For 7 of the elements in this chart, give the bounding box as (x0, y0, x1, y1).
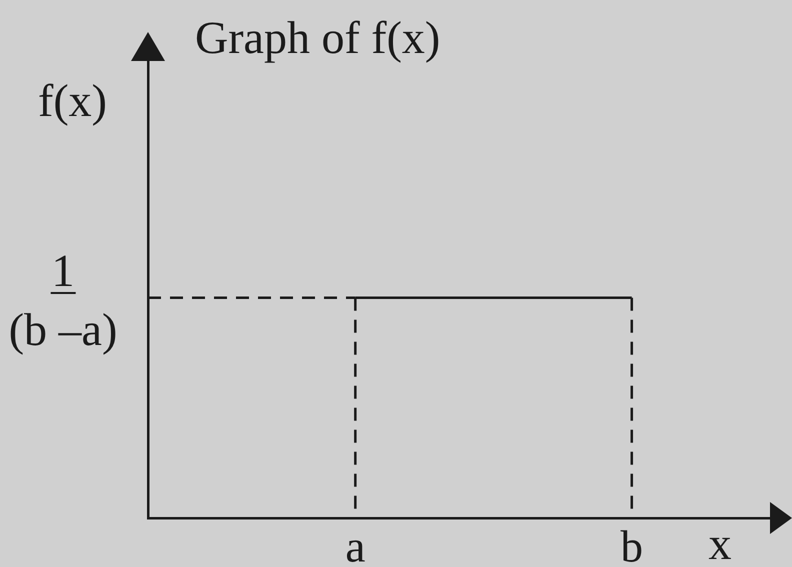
text: (b –a) (8, 304, 118, 356)
chart-title: Graph of f(x) (195, 12, 440, 63)
x-axis-title: x (708, 518, 732, 567)
x-tick-label: b (620, 521, 644, 567)
y-axis-title: f(x) (38, 75, 107, 126)
text: 1 (50, 245, 76, 296)
x-tick-label: a (345, 521, 366, 567)
